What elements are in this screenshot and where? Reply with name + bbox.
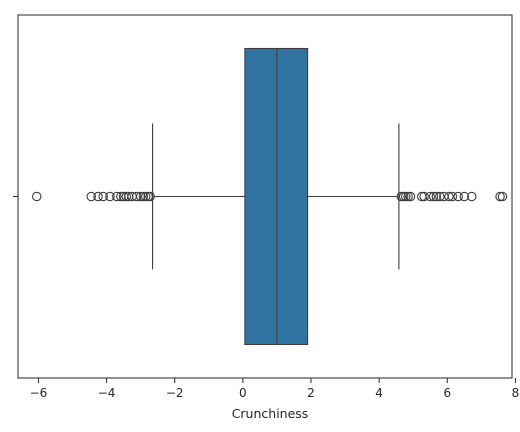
x-tick-label: 6 bbox=[443, 386, 451, 400]
x-tick-label: −6 bbox=[30, 386, 48, 400]
x-axis-title: Crunchiness bbox=[232, 406, 309, 421]
x-tick-label: 0 bbox=[239, 386, 247, 400]
x-tick-label: 8 bbox=[512, 386, 520, 400]
x-tick-label: 4 bbox=[375, 386, 383, 400]
x-tick-label: −4 bbox=[98, 386, 116, 400]
iqr-box bbox=[245, 49, 308, 345]
x-tick-label: 2 bbox=[307, 386, 315, 400]
x-tick-label: −2 bbox=[166, 386, 184, 400]
